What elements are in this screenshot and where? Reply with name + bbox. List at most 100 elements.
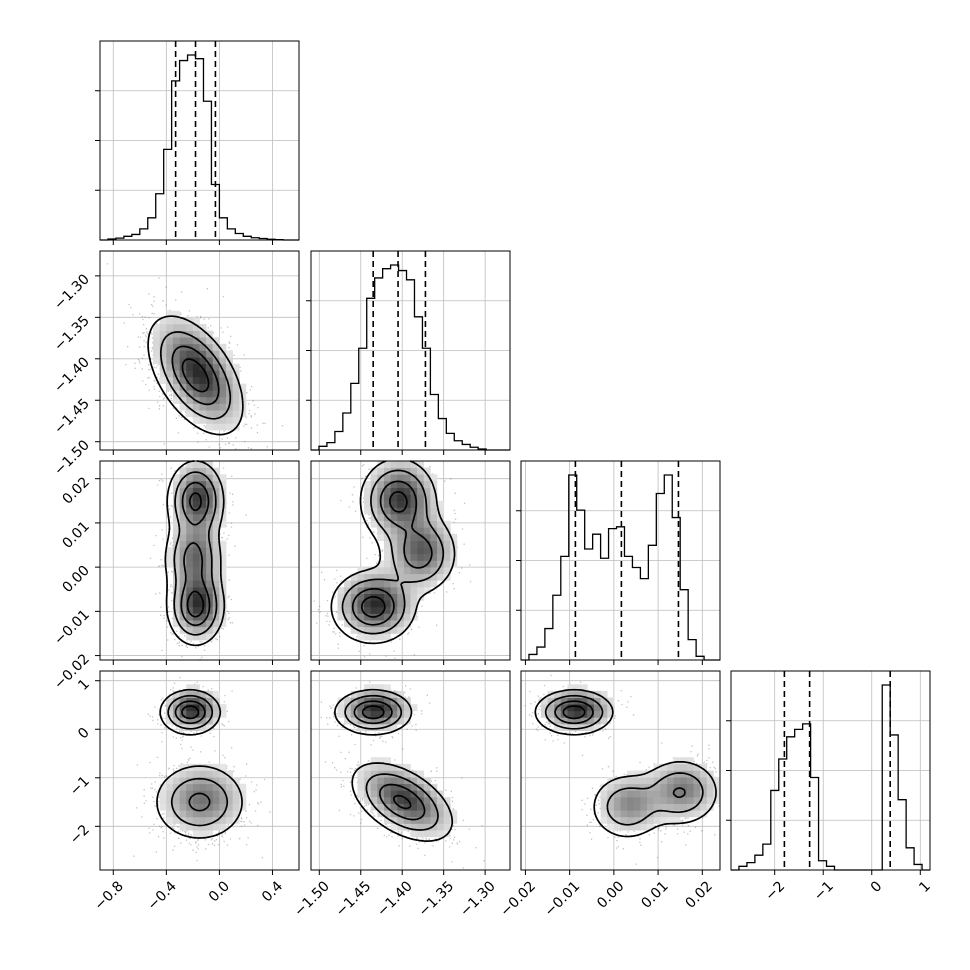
density-cell	[673, 803, 681, 811]
density-cell	[693, 777, 701, 785]
density-cell	[370, 567, 378, 575]
density-cell	[403, 567, 411, 575]
density-cell	[417, 587, 425, 594]
density-cell	[437, 830, 444, 838]
density-cell	[186, 717, 194, 725]
density-cell	[600, 717, 608, 725]
density-cell	[377, 600, 385, 608]
density-cell	[186, 567, 194, 575]
density-cell	[172, 790, 180, 798]
density-cell	[680, 763, 688, 771]
density-cell	[166, 810, 174, 818]
density-cell	[417, 461, 425, 468]
density-cell	[212, 547, 220, 555]
density-cell	[423, 487, 431, 495]
density-cell	[179, 396, 187, 404]
density-cell	[186, 507, 194, 515]
density-cell	[166, 560, 174, 568]
density-cell	[192, 533, 200, 541]
density-cell	[397, 547, 405, 555]
density-cell	[186, 790, 194, 798]
density-cell	[206, 416, 214, 424]
density-cell	[700, 770, 708, 778]
density-cell	[212, 337, 220, 345]
density-cell	[410, 500, 418, 508]
density-cell	[172, 803, 180, 811]
density-cell	[403, 613, 411, 621]
density-cell	[430, 790, 438, 798]
density-cell	[357, 633, 365, 641]
density-cell	[627, 816, 635, 824]
contour-line	[330, 460, 456, 645]
density-cell	[377, 783, 385, 791]
density-cell	[212, 474, 220, 482]
density-cell	[226, 370, 233, 378]
density-cell	[166, 797, 174, 804]
density-cell	[377, 514, 385, 521]
density-cell	[403, 461, 411, 468]
density-cell	[437, 573, 444, 581]
density-cell	[219, 343, 227, 351]
density-cell	[706, 783, 714, 791]
density-cell	[186, 783, 194, 791]
density-cell	[232, 390, 240, 398]
density-cell	[206, 461, 214, 468]
density-cell	[364, 626, 371, 634]
density-cell	[587, 690, 595, 698]
hist-panel-2	[516, 460, 721, 661]
density-cell	[680, 810, 688, 818]
density-cell	[580, 704, 588, 712]
density-cell	[219, 573, 227, 581]
density-cell	[554, 697, 562, 705]
density-cell	[350, 593, 358, 601]
density-cell	[212, 763, 220, 771]
density-cell	[192, 690, 200, 698]
density-cell	[390, 816, 398, 824]
density-cell	[666, 803, 674, 811]
density-cell	[212, 770, 220, 778]
density-cell	[186, 323, 194, 331]
density-cell	[199, 474, 207, 482]
density-cell	[633, 790, 641, 798]
density-cell	[172, 690, 180, 698]
density-cell	[403, 606, 411, 614]
density-cell	[410, 587, 418, 594]
density-cell	[377, 573, 385, 581]
density-cell	[172, 323, 180, 331]
y-tick-label: −1.50	[51, 437, 93, 479]
density-cell	[186, 363, 194, 371]
density-cell	[370, 620, 378, 628]
density-cell	[370, 480, 378, 488]
density-cell	[390, 553, 398, 561]
density-cell	[186, 823, 194, 831]
density-cell	[627, 777, 635, 785]
density-cell	[219, 710, 227, 718]
density-cell	[660, 763, 668, 771]
density-cell	[403, 783, 411, 791]
density-cell	[206, 620, 214, 628]
density-cell	[186, 377, 194, 384]
density-cell	[423, 540, 431, 548]
density-cell	[179, 553, 187, 561]
density-cell	[653, 810, 661, 818]
density-cell	[430, 520, 438, 528]
density-cell	[199, 810, 207, 818]
density-cell	[337, 710, 345, 718]
density-cell	[212, 613, 220, 621]
density-cell	[186, 553, 194, 561]
density-cell	[192, 593, 200, 601]
density-cell	[680, 777, 688, 785]
density-cell	[397, 520, 405, 528]
density-cell	[547, 704, 555, 712]
density-cell	[377, 717, 385, 725]
density-cell	[186, 403, 194, 411]
density-cell	[423, 797, 431, 804]
density-cell	[377, 790, 385, 798]
density-cell	[647, 797, 654, 804]
density-cell	[212, 533, 220, 541]
density-cell	[370, 783, 378, 791]
density-cell	[430, 487, 438, 495]
density-cell	[192, 803, 200, 811]
density-cell	[423, 533, 431, 541]
density-cell	[172, 600, 180, 608]
